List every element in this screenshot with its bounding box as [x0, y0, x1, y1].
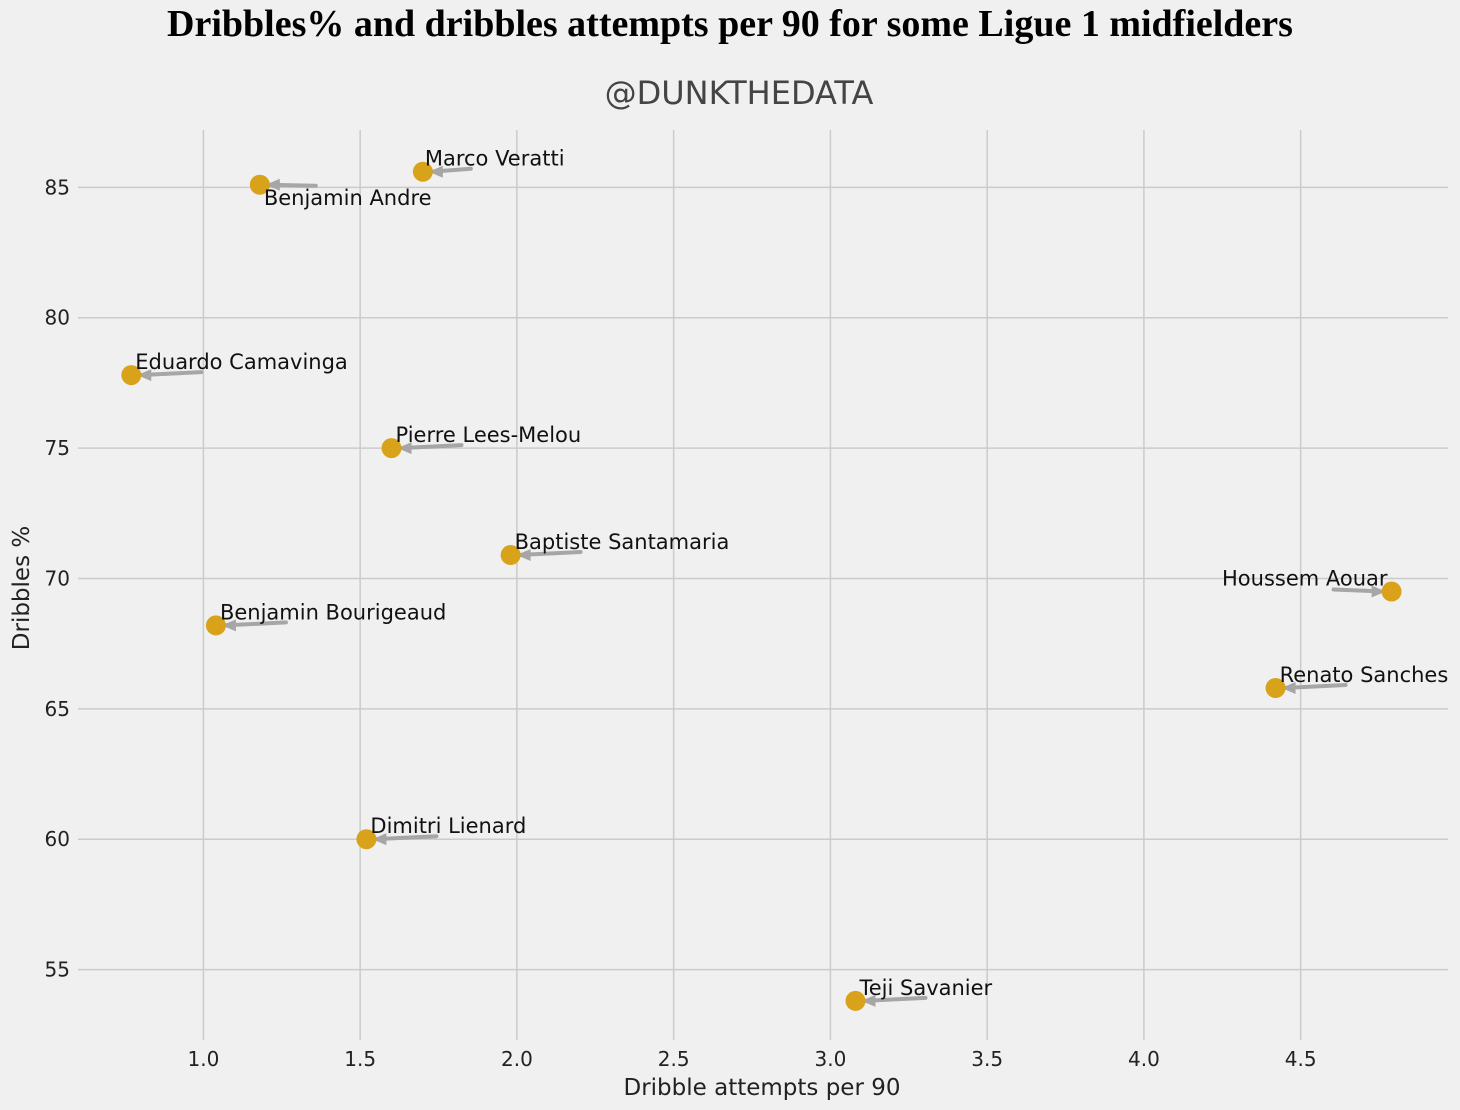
point-labels: Marco Veratti Benjamin Andre Eduardo Camav… [135, 147, 1448, 1000]
scatter-point [412, 161, 433, 182]
annotation-arrows [137, 165, 1386, 1007]
point-label: Houssem Aouar [1222, 567, 1388, 591]
grid [78, 130, 1448, 1040]
x-tick-label: 2.5 [658, 1047, 690, 1071]
scatter-point [1381, 581, 1402, 602]
point-label: Dimitri Lienard [370, 814, 526, 838]
arrow-head [221, 619, 236, 632]
arrow-head [372, 833, 387, 846]
data-points [121, 161, 1402, 1011]
scatter-point [205, 615, 226, 636]
y-tick-label: 65 [45, 697, 70, 721]
point-label: Teji Savanier [858, 976, 992, 1000]
scatter-point [500, 545, 521, 566]
point-label: Pierre Lees-Melou [396, 423, 582, 447]
point-label: Benjamin Bourigeaud [220, 600, 446, 624]
x-axis-label: Dribble attempts per 90 [624, 1075, 901, 1101]
chart-title: Dribbles% and dribbles attempts per 90 f… [167, 3, 1293, 45]
x-tick-label: 4.5 [1285, 1047, 1317, 1071]
point-label: Renato Sanches [1280, 663, 1449, 687]
y-tick-label: 75 [45, 436, 70, 460]
x-tick-label: 1.5 [344, 1047, 376, 1071]
arrow-head [516, 549, 531, 562]
point-label: Eduardo Camavinga [135, 350, 348, 374]
x-tick-label: 4.0 [1128, 1047, 1160, 1071]
arrow-head [428, 165, 443, 178]
x-tick-label: 3.0 [814, 1047, 846, 1071]
arrow-head [265, 178, 280, 191]
point-label: Baptiste Santamaria [515, 530, 730, 554]
scatter-point [121, 365, 142, 386]
point-label: Marco Veratti [425, 147, 565, 171]
scatter-point [356, 829, 377, 850]
arrow-head [1371, 585, 1386, 598]
x-tick-label: 1.0 [187, 1047, 219, 1071]
arrow-head [397, 442, 412, 455]
x-tick-label: 2.0 [501, 1047, 533, 1071]
y-tick-label: 70 [45, 566, 70, 590]
scatter-point [381, 438, 402, 459]
scatter-point [249, 174, 270, 195]
point-label: Benjamin Andre [264, 186, 432, 210]
y-tick-label: 60 [45, 827, 70, 851]
arrow-head [861, 994, 876, 1007]
y-tick-label: 55 [45, 958, 70, 982]
y-tick-label: 85 [45, 175, 70, 199]
x-tick-label: 3.5 [971, 1047, 1003, 1071]
scatter-point [845, 990, 866, 1011]
arrow-head [137, 369, 152, 382]
tick-labels: 1.0 1.5 2.0 2.5 3.0 3.5 4.0 4.5 55 60 65 70 75 80 85 [45, 175, 1317, 1071]
y-tick-label: 80 [45, 306, 70, 330]
y-axis-label: Dribbles % [9, 526, 35, 650]
scatter-point [1265, 677, 1286, 698]
arrow-head [1281, 681, 1296, 694]
chart-subtitle: @DUNKTHEDATA [604, 74, 874, 112]
